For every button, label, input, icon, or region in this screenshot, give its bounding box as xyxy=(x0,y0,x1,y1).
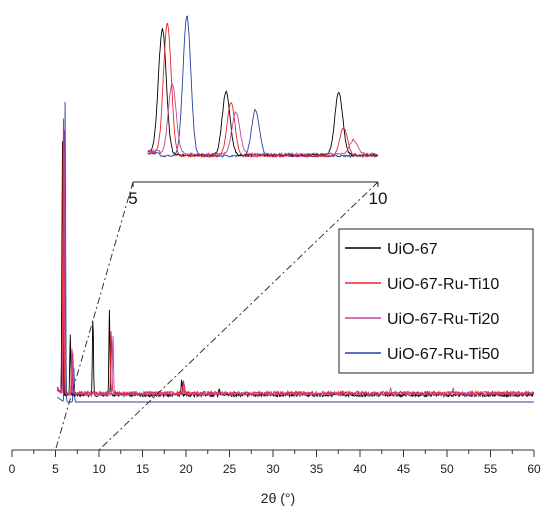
legend-label: UiO-67-Ru-Ti10 xyxy=(387,276,499,293)
series-line-uio-67-ru-ti20 xyxy=(56,130,535,398)
x-tick-label: 45 xyxy=(397,462,411,476)
legend-label: UiO-67-Ru-Ti20 xyxy=(387,311,499,328)
x-tick-label: 60 xyxy=(527,462,541,476)
inset-x-tick-label: 5 xyxy=(128,189,137,208)
inset-series-line-uio-67-ru-ti20 xyxy=(147,82,379,156)
x-tick-label: 15 xyxy=(136,462,150,476)
legend: UiO-67 UiO-67-Ru-Ti10 UiO-67-Ru-Ti20 UiO-67… xyxy=(338,228,534,374)
x-tick-label: 55 xyxy=(484,462,498,476)
zoom-guide-line-right xyxy=(98,181,379,451)
x-tick-label: 40 xyxy=(353,462,367,476)
zoom-guide-lines xyxy=(55,181,379,451)
zoom-guide-line-left xyxy=(55,181,134,451)
x-tick-label: 5 xyxy=(52,462,59,476)
x-tick-label: 0 xyxy=(9,462,16,476)
x-tick-label: 25 xyxy=(223,462,237,476)
x-tick-label: 20 xyxy=(179,462,193,476)
main-plot xyxy=(56,101,535,403)
inset-series-line-uio-67-ru-ti50 xyxy=(147,15,379,159)
legend-label: UiO-67-Ru-Ti50 xyxy=(387,346,499,363)
x-axis-title: 2θ (°) xyxy=(261,490,295,506)
x-tick-label: 10 xyxy=(92,462,106,476)
legend-label: UiO-67 xyxy=(387,241,438,258)
x-tick-label: 30 xyxy=(266,462,280,476)
x-axis: 0 5 10 15 20 25 30 35 40 45 50 55 60 xyxy=(9,449,541,476)
series-line-uio-67-ru-ti50 xyxy=(56,101,534,403)
inset-series-line-uio-67-ru-ti10 xyxy=(147,22,378,159)
x-tick-label: 50 xyxy=(440,462,454,476)
legend-box xyxy=(338,228,534,374)
inset-x-tick-label: 10 xyxy=(369,189,388,208)
x-tick-label: 35 xyxy=(310,462,324,476)
inset-plot: 5 10 xyxy=(128,15,388,208)
